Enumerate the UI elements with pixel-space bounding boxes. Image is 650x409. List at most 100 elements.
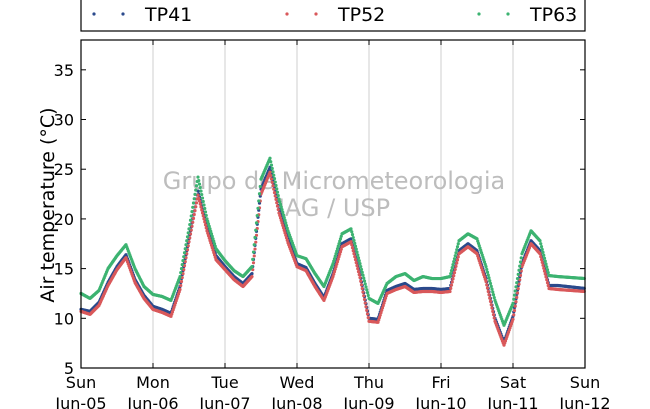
point-TP63 xyxy=(199,189,203,193)
watermark-line-2: IAG / USP xyxy=(278,194,390,222)
point-TP52 xyxy=(268,170,272,174)
point-TP52 xyxy=(351,249,355,253)
point-TP52 xyxy=(513,304,517,308)
point-TP52 xyxy=(336,257,340,261)
point-TP63 xyxy=(194,184,199,188)
point-TP52 xyxy=(455,258,460,262)
point-TP63 xyxy=(356,253,360,257)
point-TP63 xyxy=(338,237,343,241)
point-TP52 xyxy=(210,246,214,250)
point-TP52 xyxy=(485,283,489,287)
point-TP52 xyxy=(492,316,496,320)
point-TP52 xyxy=(212,253,217,257)
point-TP63 xyxy=(491,293,496,297)
point-TP52 xyxy=(354,261,358,265)
point-TP63 xyxy=(252,243,256,247)
point-TP52 xyxy=(338,252,342,256)
y-tick-label: 5 xyxy=(64,359,74,378)
point-TP63 xyxy=(486,273,490,277)
y-tick-label: 25 xyxy=(54,160,74,179)
point-TP52 xyxy=(270,180,274,184)
point-TP52 xyxy=(382,301,386,305)
point-TP63 xyxy=(451,263,455,267)
point-TP63 xyxy=(204,213,208,218)
point-TP52 xyxy=(360,286,364,291)
point-TP63 xyxy=(197,179,201,183)
point-TP52 xyxy=(275,204,280,208)
point-TP63 xyxy=(203,210,208,214)
point-TP63 xyxy=(335,249,339,253)
point-TP63 xyxy=(355,250,359,254)
point-TP52 xyxy=(358,275,362,280)
point-TP52 xyxy=(359,279,363,283)
point-TP63 xyxy=(255,214,259,218)
point-TP63 xyxy=(349,227,353,231)
legend-marker-TP63 xyxy=(506,12,510,16)
point-TP63 xyxy=(202,203,206,207)
legend-label-TP52: TP52 xyxy=(337,4,385,26)
point-TP63 xyxy=(455,248,459,252)
point-TP52 xyxy=(272,190,277,195)
point-TP63 xyxy=(519,256,523,260)
point-TP63 xyxy=(200,192,204,197)
point-TP63 xyxy=(209,229,213,233)
point-TP52 xyxy=(190,224,194,228)
point-TP52 xyxy=(281,226,286,230)
point-TP52 xyxy=(450,280,454,284)
point-TP52 xyxy=(543,272,547,276)
point-TP63 xyxy=(511,301,515,305)
point-TP52 xyxy=(196,193,200,197)
point-TP63 xyxy=(213,244,217,248)
point-TP63 xyxy=(455,245,460,249)
point-TP52 xyxy=(331,274,335,279)
point-TP52 xyxy=(539,257,544,262)
point-TP63 xyxy=(492,296,496,300)
point-TP63 xyxy=(196,175,200,179)
point-TP52 xyxy=(352,252,356,256)
point-TP63 xyxy=(182,251,187,255)
point-TP52 xyxy=(179,283,183,288)
x-tick-date-label: Jun-08 xyxy=(270,394,322,409)
point-TP63 xyxy=(186,231,190,235)
point-TP52 xyxy=(204,226,208,230)
point-TP52 xyxy=(512,308,517,313)
point-TP52 xyxy=(209,243,214,247)
point-TP52 xyxy=(349,240,353,244)
y-tick-label: 20 xyxy=(54,210,74,229)
x-tick-date-label: Jun-05 xyxy=(54,394,106,409)
point-TP63 xyxy=(485,270,490,274)
legend-label-TP63: TP63 xyxy=(529,4,577,26)
point-TP63 xyxy=(513,289,517,293)
point-TP52 xyxy=(545,278,549,282)
point-TP52 xyxy=(208,238,212,243)
point-TP52 xyxy=(511,317,515,321)
point-TP52 xyxy=(269,177,274,181)
point-TP52 xyxy=(350,246,355,250)
point-TP52 xyxy=(334,265,338,269)
point-TP52 xyxy=(365,312,370,316)
legend-box xyxy=(80,0,586,32)
point-TP63 xyxy=(339,234,343,238)
point-TP52 xyxy=(198,202,202,206)
point-TP52 xyxy=(206,231,210,235)
x-tick-date-label: Jun-11 xyxy=(486,394,538,409)
point-TP52 xyxy=(491,309,495,313)
point-TP63 xyxy=(365,288,369,292)
point-TP52 xyxy=(383,296,388,300)
point-TP63 xyxy=(206,219,210,223)
point-TP63 xyxy=(356,256,361,260)
point-TP52 xyxy=(362,297,367,302)
point-TP63 xyxy=(191,201,196,205)
point-TP63 xyxy=(193,192,197,196)
point-TP63 xyxy=(488,281,493,286)
point-TP63 xyxy=(185,235,190,239)
point-TP63 xyxy=(542,253,546,257)
point-TP63 xyxy=(515,281,519,285)
point-TP52 xyxy=(366,316,370,320)
point-TP52 xyxy=(448,289,452,294)
point-TP63 xyxy=(456,242,460,246)
point-TP52 xyxy=(451,277,455,281)
point-TP52 xyxy=(356,269,361,274)
point-TP52 xyxy=(365,308,369,312)
point-TP52 xyxy=(192,212,196,217)
